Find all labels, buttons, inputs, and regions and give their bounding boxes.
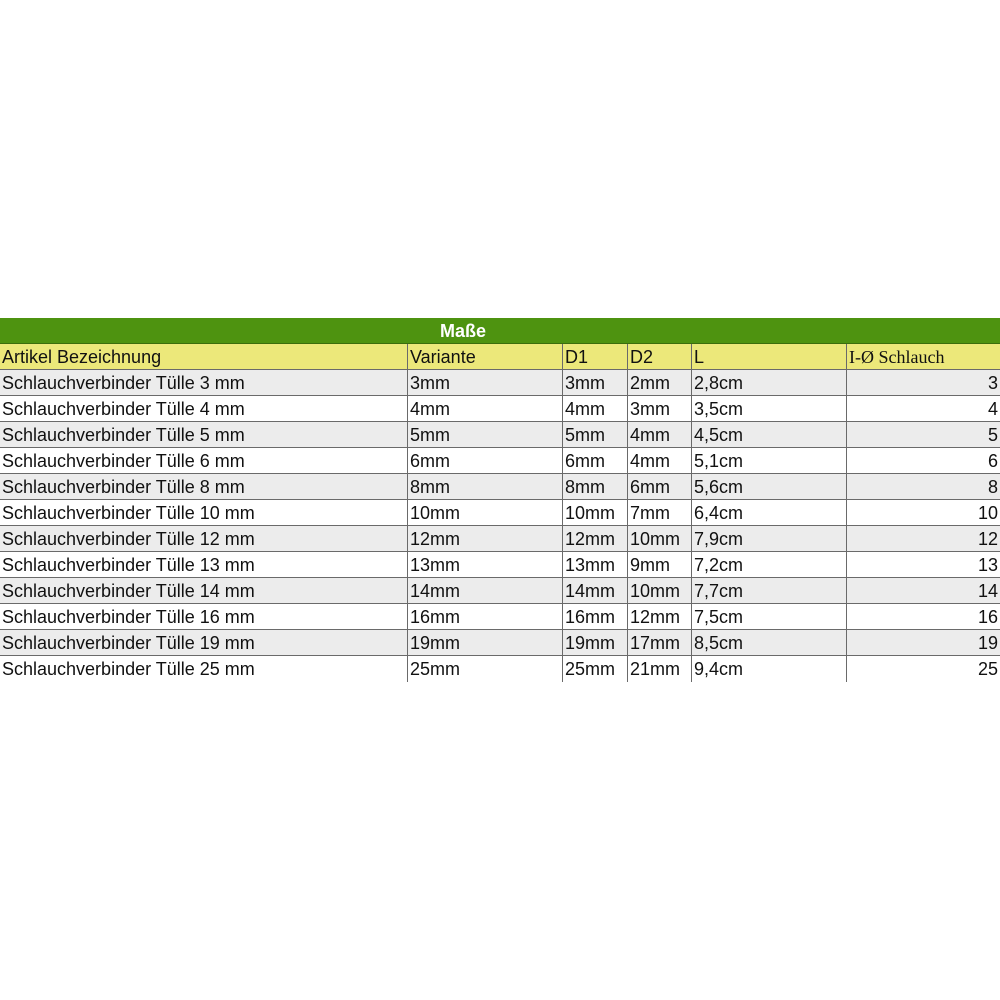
table-row: Schlauchverbinder Tülle 12 mm 12mm 12mm 10m… [0, 526, 1000, 552]
cell-d1: 4mm [562, 396, 627, 421]
header-variant: Variante [407, 344, 562, 369]
table-row: Schlauchverbinder Tülle 3 mm 3mm 3mm 2mm 2,8… [0, 370, 1000, 396]
cell-d1: 3mm [562, 370, 627, 395]
table-row: Schlauchverbinder Tülle 5 mm 5mm 5mm 4mm 4,5… [0, 422, 1000, 448]
cell-d1: 5mm [562, 422, 627, 447]
header-d2: D2 [627, 344, 691, 369]
cell-hose-diameter: 4 [846, 396, 1000, 421]
cell-d1: 8mm [562, 474, 627, 499]
cell-article: Schlauchverbinder Tülle 5 mm [2, 425, 245, 445]
cell-article: Schlauchverbinder Tülle 19 mm [2, 633, 255, 653]
cell-length: 7,7cm [691, 578, 846, 603]
table-row: Schlauchverbinder Tülle 25 mm 25mm 25mm 21m… [0, 656, 1000, 682]
cell-article: Schlauchverbinder Tülle 25 mm [2, 659, 255, 679]
cell-d2: 3mm [627, 396, 691, 421]
cell-d1: 12mm [562, 526, 627, 551]
cell-variant: 3mm [407, 370, 562, 395]
cell-d2: 4mm [627, 448, 691, 473]
cell-length: 3,5cm [691, 396, 846, 421]
table-row: Schlauchverbinder Tülle 14 mm 14mm 14mm 10m… [0, 578, 1000, 604]
cell-length: 2,8cm [691, 370, 846, 395]
cell-variant: 19mm [407, 630, 562, 655]
cell-variant: 16mm [407, 604, 562, 629]
table-row: Schlauchverbinder Tülle 4 mm 4mm 4mm 3mm 3,5… [0, 396, 1000, 422]
cell-hose-diameter: 5 [846, 422, 1000, 447]
cell-d2: 4mm [627, 422, 691, 447]
cell-d2: 6mm [627, 474, 691, 499]
cell-d1: 25mm [562, 656, 627, 682]
table-row: Schlauchverbinder Tülle 10 mm 10mm 10mm 7mm… [0, 500, 1000, 526]
cell-d2: 7mm [627, 500, 691, 525]
cell-variant: 13mm [407, 552, 562, 577]
cell-variant: 10mm [407, 500, 562, 525]
cell-d2: 10mm [627, 526, 691, 551]
cell-hose-diameter: 10 [846, 500, 1000, 525]
cell-article: Schlauchverbinder Tülle 12 mm [2, 529, 255, 549]
cell-d2: 12mm [627, 604, 691, 629]
header-hose-diameter: I-Ø Schlauch [846, 344, 1000, 369]
cell-article: Schlauchverbinder Tülle 3 mm [2, 373, 245, 393]
cell-hose-diameter: 13 [846, 552, 1000, 577]
cell-d1: 19mm [562, 630, 627, 655]
cell-d1: 14mm [562, 578, 627, 603]
cell-length: 5,6cm [691, 474, 846, 499]
cell-article: Schlauchverbinder Tülle 4 mm [2, 399, 245, 419]
cell-variant: 8mm [407, 474, 562, 499]
header-row: Artikel Bezeichnung Variante D1 D2 L I-Ø… [0, 344, 1000, 370]
cell-variant: 14mm [407, 578, 562, 603]
cell-length: 6,4cm [691, 500, 846, 525]
cell-d1: 16mm [562, 604, 627, 629]
cell-length: 8,5cm [691, 630, 846, 655]
cell-length: 4,5cm [691, 422, 846, 447]
cell-d2: 2mm [627, 370, 691, 395]
table-row: Schlauchverbinder Tülle 19 mm 19mm 19mm 17m… [0, 630, 1000, 656]
table-title: Maße [0, 318, 1000, 344]
cell-d2: 21mm [627, 656, 691, 682]
table-body: Schlauchverbinder Tülle 3 mm 3mm 3mm 2mm 2,8… [0, 370, 1000, 682]
cell-length: 7,5cm [691, 604, 846, 629]
cell-d2: 17mm [627, 630, 691, 655]
table-row: Schlauchverbinder Tülle 16 mm 16mm 16mm 12m… [0, 604, 1000, 630]
cell-length: 7,9cm [691, 526, 846, 551]
cell-variant: 12mm [407, 526, 562, 551]
cell-article: Schlauchverbinder Tülle 16 mm [2, 607, 255, 627]
header-d1: D1 [562, 344, 627, 369]
cell-hose-diameter: 3 [846, 370, 1000, 395]
cell-length: 9,4cm [691, 656, 846, 682]
cell-hose-diameter: 8 [846, 474, 1000, 499]
cell-d1: 6mm [562, 448, 627, 473]
cell-length: 7,2cm [691, 552, 846, 577]
cell-article: Schlauchverbinder Tülle 10 mm [2, 503, 255, 523]
cell-hose-diameter: 19 [846, 630, 1000, 655]
cell-variant: 6mm [407, 448, 562, 473]
header-length: L [691, 344, 846, 369]
table-row: Schlauchverbinder Tülle 6 mm 6mm 6mm 4mm 5,1… [0, 448, 1000, 474]
cell-variant: 4mm [407, 396, 562, 421]
table-row: Schlauchverbinder Tülle 8 mm 8mm 8mm 6mm 5,6… [0, 474, 1000, 500]
dimensions-table: Maße Artikel Bezeichnung Variante D1 D2 … [0, 318, 1000, 682]
cell-article: Schlauchverbinder Tülle 6 mm [2, 451, 245, 471]
cell-hose-diameter: 14 [846, 578, 1000, 603]
cell-article: Schlauchverbinder Tülle 8 mm [2, 477, 245, 497]
cell-length: 5,1cm [691, 448, 846, 473]
cell-article: Schlauchverbinder Tülle 14 mm [2, 581, 255, 601]
cell-article: Schlauchverbinder Tülle 13 mm [2, 555, 255, 575]
cell-variant: 25mm [407, 656, 562, 682]
cell-d1: 10mm [562, 500, 627, 525]
cell-hose-diameter: 12 [846, 526, 1000, 551]
cell-hose-diameter: 16 [846, 604, 1000, 629]
table-row: Schlauchverbinder Tülle 13 mm 13mm 13mm 9mm… [0, 552, 1000, 578]
header-article: Artikel Bezeichnung [2, 347, 162, 367]
cell-d1: 13mm [562, 552, 627, 577]
cell-d2: 10mm [627, 578, 691, 603]
cell-variant: 5mm [407, 422, 562, 447]
cell-d2: 9mm [627, 552, 691, 577]
cell-hose-diameter: 25 [846, 656, 1000, 682]
cell-hose-diameter: 6 [846, 448, 1000, 473]
